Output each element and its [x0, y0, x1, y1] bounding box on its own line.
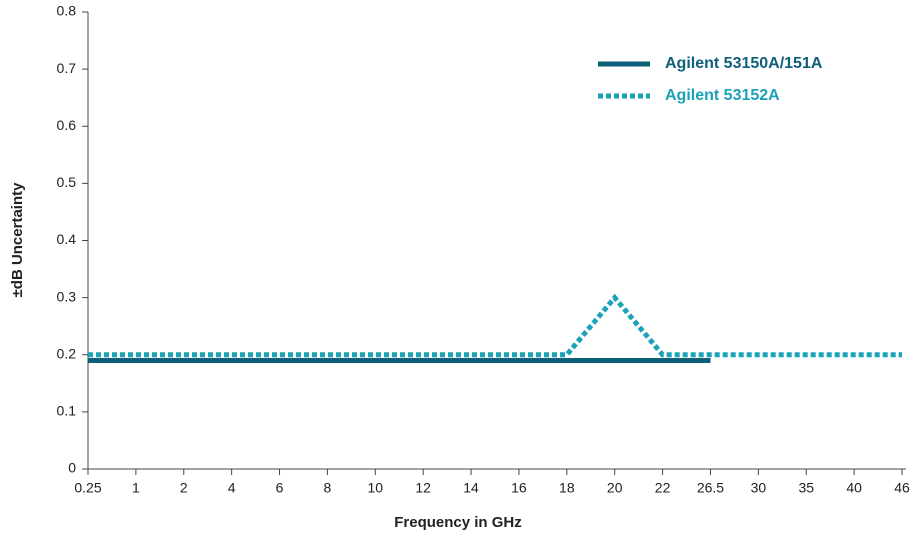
- legend-label: Agilent 53150A/151A: [665, 55, 823, 72]
- y-tick-label: 0.1: [57, 403, 77, 419]
- y-tick-label: 0: [68, 460, 76, 476]
- x-axis-label: Frequency in GHz: [394, 514, 522, 531]
- y-tick-label: 0.2: [57, 345, 77, 361]
- x-tick-label: 26.5: [697, 480, 724, 496]
- y-tick-label: 0.5: [57, 174, 77, 190]
- x-tick-label: 40: [846, 480, 862, 496]
- legend-label: Agilent 53152A: [665, 87, 780, 104]
- x-tick-label: 14: [463, 480, 479, 496]
- x-tick-label: 2: [180, 480, 188, 496]
- x-tick-label: 8: [324, 480, 332, 496]
- y-axis-label: ±dB Uncertainty: [9, 182, 26, 298]
- x-tick-label: 6: [276, 480, 284, 496]
- x-tick-label: 0.25: [74, 480, 101, 496]
- y-tick-label: 0.7: [57, 60, 77, 76]
- x-tick-label: 35: [798, 480, 814, 496]
- y-tick-label: 0.4: [57, 231, 77, 247]
- x-tick-label: 20: [607, 480, 623, 496]
- x-tick-label: 10: [368, 480, 384, 496]
- x-tick-label: 30: [751, 480, 767, 496]
- x-tick-label: 22: [655, 480, 671, 496]
- x-tick-label: 1: [132, 480, 140, 496]
- x-tick-label: 46: [894, 480, 910, 496]
- y-tick-label: 0.3: [57, 288, 77, 304]
- x-tick-label: 4: [228, 480, 236, 496]
- y-tick-label: 0.8: [57, 3, 77, 19]
- x-tick-label: 12: [415, 480, 431, 496]
- series-line: [88, 293, 902, 358]
- x-tick-label: 18: [559, 480, 575, 496]
- y-tick-label: 0.6: [57, 117, 77, 133]
- x-tick-label: 16: [511, 480, 527, 496]
